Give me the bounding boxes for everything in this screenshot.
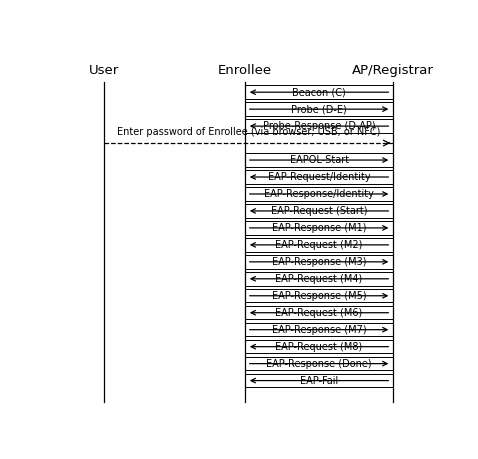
Text: EAP-Response (M3): EAP-Response (M3)	[272, 257, 366, 267]
Text: Enrollee: Enrollee	[218, 64, 272, 78]
Text: EAP-Response (Done): EAP-Response (Done)	[266, 358, 372, 369]
Text: EAP-Request (M2): EAP-Request (M2)	[275, 240, 363, 250]
Text: EAP-Request (M4): EAP-Request (M4)	[275, 274, 363, 284]
Text: EAP-Fail: EAP-Fail	[300, 375, 338, 386]
Text: Probe-Response (D-AP): Probe-Response (D-AP)	[263, 121, 375, 131]
Text: EAP-Request (M6): EAP-Request (M6)	[275, 308, 363, 318]
Text: Beacon (C): Beacon (C)	[292, 87, 346, 97]
Text: EAP-Request (Start): EAP-Request (Start)	[271, 206, 367, 216]
Text: Probe (D-E): Probe (D-E)	[291, 104, 347, 114]
Text: EAP-Request (M8): EAP-Request (M8)	[275, 341, 363, 352]
Text: Enter password of Enrollee (via browser, USB, or NFC): Enter password of Enrollee (via browser,…	[117, 128, 380, 137]
Text: AP/Registrar: AP/Registrar	[352, 64, 434, 78]
Text: User: User	[89, 64, 120, 78]
Text: EAP-Response (M1): EAP-Response (M1)	[272, 223, 366, 233]
Text: EAP-Response (M5): EAP-Response (M5)	[272, 291, 366, 301]
Text: EAP-Response (M7): EAP-Response (M7)	[272, 325, 366, 335]
Text: EAP-Response/Identity: EAP-Response/Identity	[264, 189, 374, 199]
Text: EAP-Request/Identity: EAP-Request/Identity	[268, 172, 370, 182]
Text: EAPOL-Start: EAPOL-Start	[290, 155, 348, 165]
